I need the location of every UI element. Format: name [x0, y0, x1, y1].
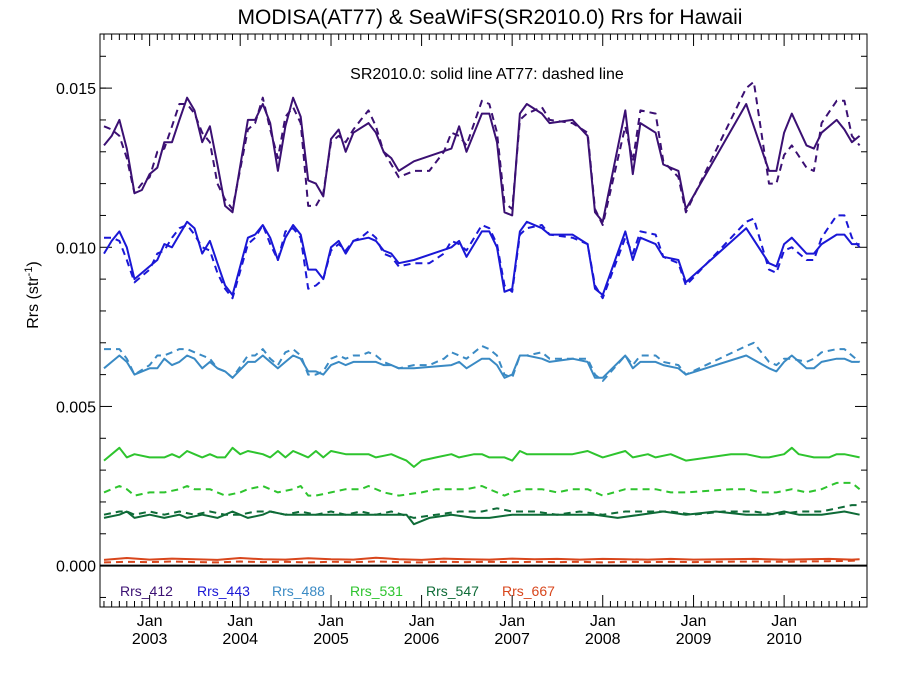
- series-rrs-531-dashed-line: [103, 481, 861, 497]
- x-tick-year-label: 2009: [676, 631, 712, 648]
- x-tick-month-label: Jan: [590, 613, 616, 630]
- x-tick-year-label: 2008: [585, 631, 621, 648]
- y-axis-label: Rrs (str-1): [23, 261, 42, 329]
- legend-entry-rrs-443: Rrs_443: [197, 583, 250, 599]
- legend-entry-rrs-547: Rrs_547: [426, 583, 479, 599]
- legend: Rrs_412 Rrs_443 Rrs_488 Rrs_531 Rrs_547 Rrs_6…: [120, 583, 555, 599]
- series-rrs-531-solid-line: [103, 446, 860, 468]
- chart-title: MODISA(AT77) & SeaWiFS(SR2010.0) Rrs for…: [238, 6, 743, 29]
- y-tick-label: 0.015: [56, 81, 96, 98]
- svg-text:Rrs (str-1): Rrs (str-1): [23, 261, 42, 329]
- x-tick-year-label: 2005: [313, 631, 349, 648]
- line-style-annotation: SR2010.0: solid line AT77: dashed line: [350, 66, 624, 83]
- series-rrs-443-dashed-line: [104, 214, 861, 300]
- legend-entry-rrs-488: Rrs_488: [272, 583, 325, 599]
- axis-ticks: 0.0000.0050.0100.015Jan2003Jan2004Jan200…: [56, 34, 868, 648]
- x-tick-month-label: Jan: [227, 613, 253, 630]
- legend-entry-rrs-412: Rrs_412: [120, 583, 173, 599]
- y-axis-label-superscript: -1: [23, 267, 35, 277]
- x-tick-year-label: 2010: [766, 631, 802, 648]
- x-tick-month-label: Jan: [409, 613, 435, 630]
- series-rrs-443-solid-line: [103, 220, 860, 296]
- legend-entry-rrs-667: Rrs_667: [502, 583, 555, 599]
- x-tick-month-label: Jan: [771, 613, 797, 630]
- y-tick-label: 0.010: [56, 240, 96, 257]
- y-tick-label: 0.005: [56, 399, 96, 416]
- x-tick-year-label: 2003: [132, 631, 168, 648]
- series-rrs-667-solid-line: [103, 556, 860, 561]
- series-rrs-667-dashed-line: [103, 559, 860, 564]
- x-tick-month-label: Jan: [499, 613, 525, 630]
- x-tick-month-label: Jan: [681, 613, 707, 630]
- series-layer: [103, 80, 861, 564]
- series-rrs-412-dashed-line: [103, 80, 861, 226]
- series-rrs-547-dashed-line: [103, 504, 860, 519]
- series-rrs-547-solid-line: [103, 510, 860, 526]
- x-tick-year-label: 2004: [222, 631, 258, 648]
- x-tick-year-label: 2006: [404, 631, 440, 648]
- plot-frame: [99, 33, 868, 608]
- legend-entry-rrs-531: Rrs_531: [350, 583, 403, 599]
- x-tick-month-label: Jan: [137, 613, 163, 630]
- x-tick-year-label: 2007: [494, 631, 530, 648]
- y-axis-label-text: Rrs (str: [25, 276, 42, 329]
- x-tick-month-label: Jan: [318, 613, 344, 630]
- y-tick-label: 0.000: [56, 559, 96, 576]
- series-rrs-488-dashed-line: [104, 341, 861, 382]
